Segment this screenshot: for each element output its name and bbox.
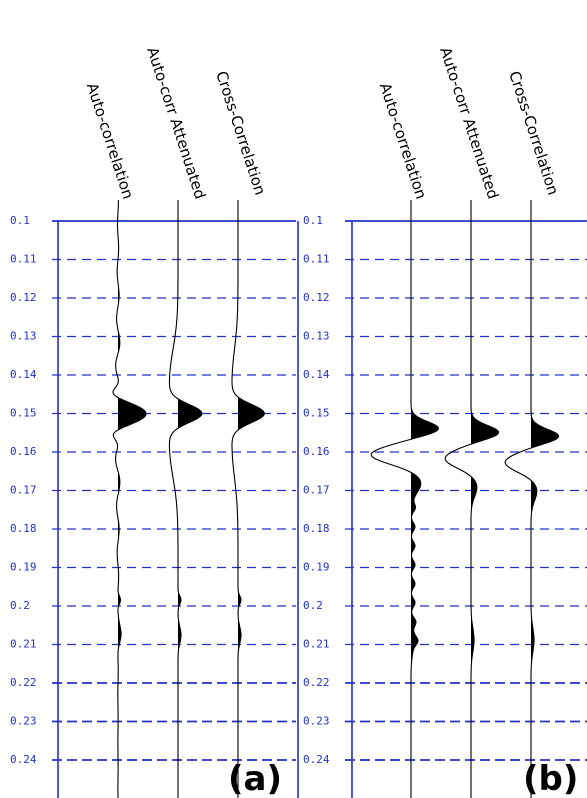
y-tick-label: 0.22 [303,676,330,689]
y-tick-label: 0.17 [10,484,37,497]
y-tick-label: 0.12 [10,291,37,304]
y-tick-label: 0.2 [303,599,323,612]
trace-fill [178,200,202,798]
y-tick-label: 0.13 [303,330,330,343]
y-tick-label: 0.14 [10,368,37,381]
trace-line [168,200,203,798]
y-tick-label: 0.22 [10,676,37,689]
trace-label: Auto-corr Attenuated [143,45,209,201]
trace-label: Auto-correlation [376,81,431,202]
y-tick-label: 0.15 [10,407,37,420]
y-tick-label: 0.18 [10,522,37,535]
y-tick-label: 0.11 [303,253,330,266]
y-tick-label: 0.1 [10,214,30,227]
y-tick-label: 0.21 [10,638,37,651]
y-tick-label: 0.16 [303,445,330,458]
y-tick-label: 0.18 [303,522,330,535]
y-tick-label: 0.21 [303,638,330,651]
y-tick-label: 0.2 [10,599,30,612]
panel-b: 0.1 0.11 0.12 0.13 0.14 0.15 0.16 0.17 0.18 0.19 0… [303,45,587,798]
panel-label: (a) [228,759,282,798]
trace-line [231,200,265,798]
y-tick-label: 0.12 [303,291,330,304]
y-tick-label: 0.24 [303,753,330,766]
y-tick-label: 0.23 [303,715,330,728]
y-tick-label: 0.13 [10,330,37,343]
trace-fill [411,200,439,798]
trace-label: Cross-Correlation [212,69,269,197]
panel-a: 0.1 0.11 0.12 0.13 0.14 0.15 0.16 0.17 0.18 0.19 0… [10,45,299,798]
y-tick-label: 0.1 [303,214,323,227]
y-tick-label: 0.14 [303,368,330,381]
trace-line [444,200,500,798]
y-tick-label: 0.24 [10,753,37,766]
y-tick-label: 0.23 [10,715,37,728]
y-tick-label: 0.16 [10,445,37,458]
trace-line [370,200,439,798]
trace-label: Auto-corr Attenuated [436,45,502,201]
trace-fill [471,200,499,798]
trace-label: Auto-correlation [83,81,138,202]
y-tick-label: 0.17 [303,484,330,497]
trace-fill [238,200,265,798]
trace-line [504,200,560,798]
trace-fill [118,200,146,798]
y-tick-label: 0.11 [10,253,37,266]
trace-label: Cross-Correlation [505,69,562,197]
y-tick-label: 0.19 [10,561,37,574]
y-tick-label: 0.19 [303,561,330,574]
panel-label: (b) [523,759,578,798]
y-tick-label: 0.15 [303,407,330,420]
trace-line [112,200,147,798]
